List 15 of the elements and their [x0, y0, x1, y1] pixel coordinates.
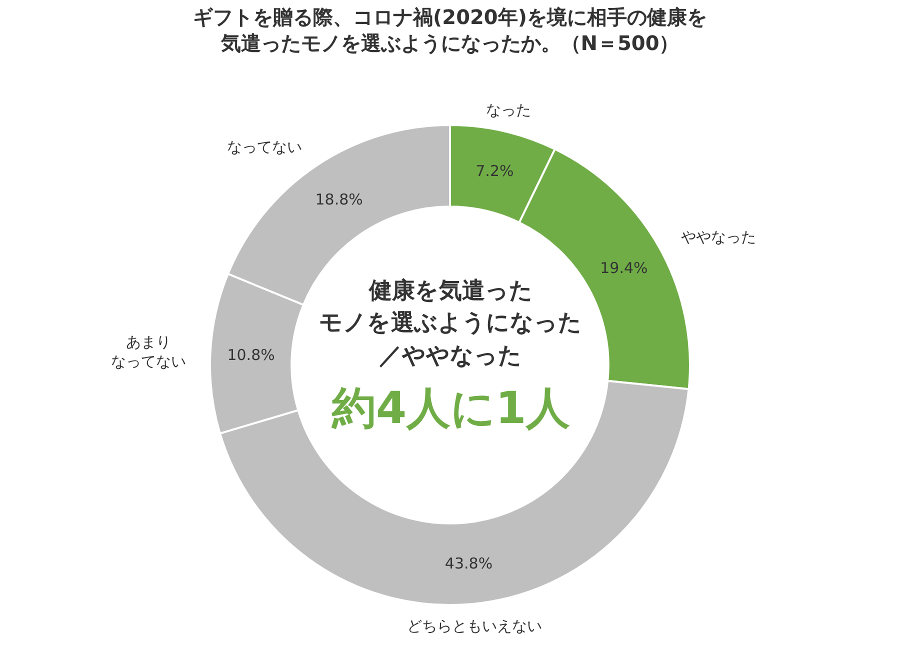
data-label: 18.8%	[315, 190, 363, 209]
text: 健康を気遣った	[368, 277, 533, 304]
text: ／ややなった	[379, 343, 522, 369]
text: モノを選ぶようになった	[319, 310, 582, 336]
slice-label: どちらともいえない	[407, 617, 542, 635]
data-label: 7.2%	[476, 162, 514, 180]
slice-label: ややなった	[681, 228, 756, 246]
data-label: 10.8%	[227, 346, 275, 364]
slice-label: あまりなってない	[111, 333, 186, 370]
data-label: 43.8%	[444, 554, 493, 572]
text: 約4人に1人	[331, 383, 570, 434]
slice-label: なってない	[227, 138, 302, 156]
slice-label: なった	[486, 101, 531, 119]
data-label: 19.4%	[600, 258, 648, 277]
chart-title: ギフトを贈る際、コロナ禍(2020年)を境に相手の健康を気遣ったモノを選ぶようになったか。（N＝500）	[193, 5, 707, 55]
